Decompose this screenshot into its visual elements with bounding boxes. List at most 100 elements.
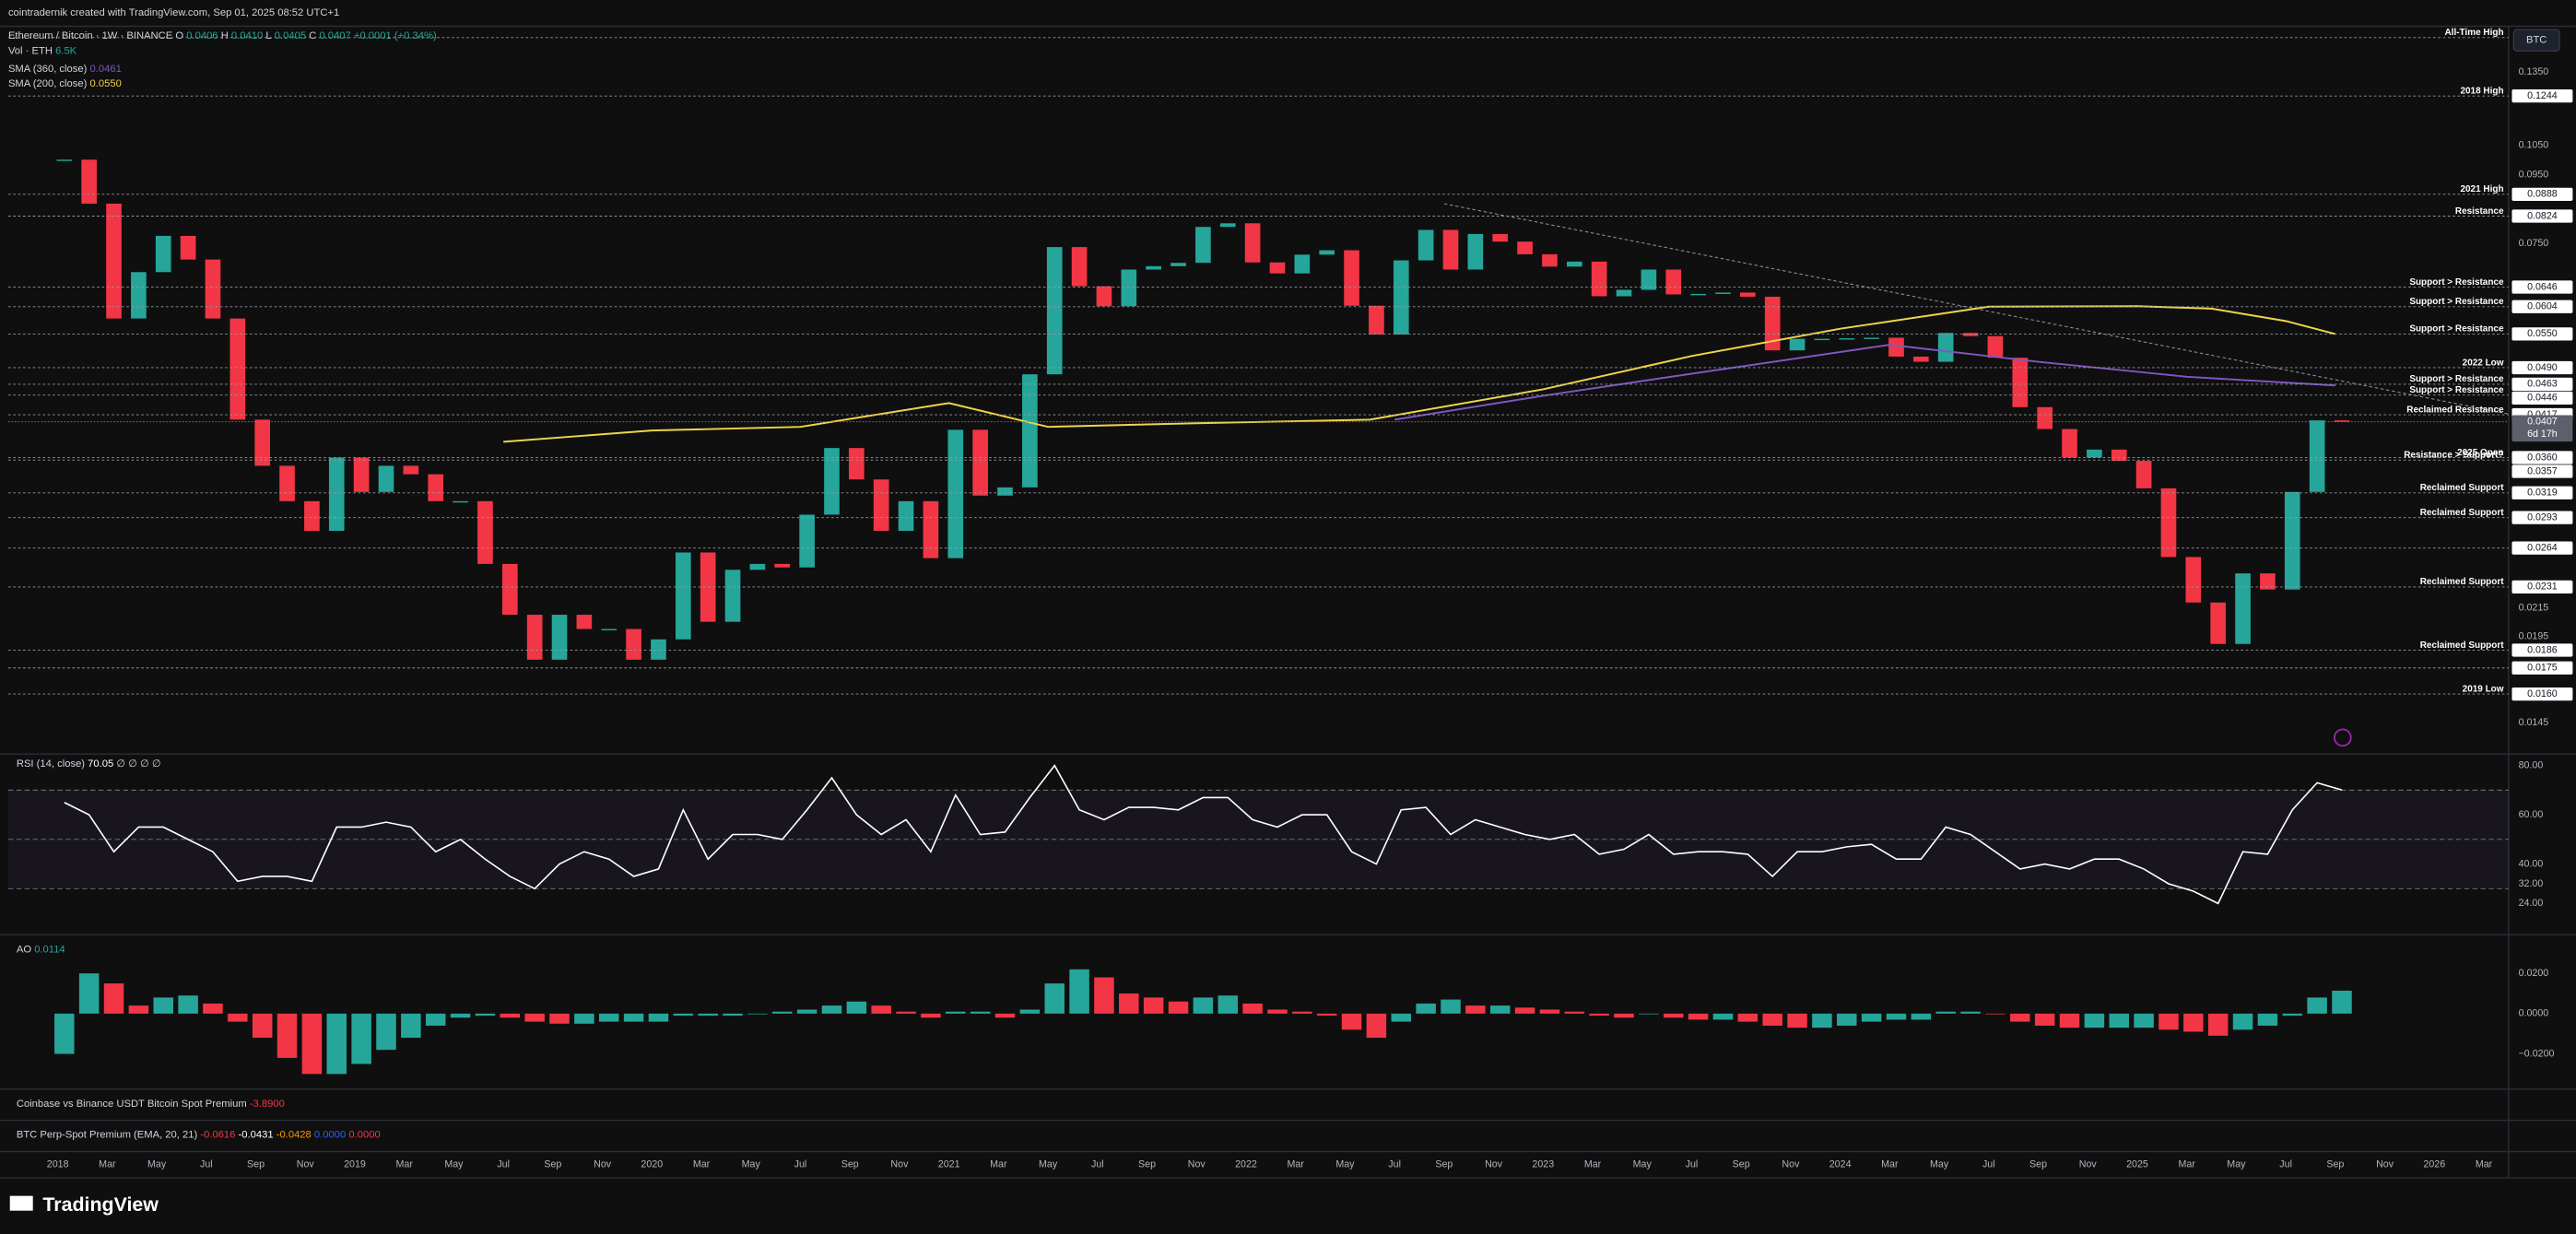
price-box-label: 0.0293: [2527, 512, 2558, 523]
ao-bar: [846, 1001, 867, 1014]
ao-bar: [1267, 1009, 1288, 1014]
level-name: Reclaimed Resistance: [2406, 405, 2504, 415]
candle: [1591, 261, 1607, 297]
ao-bar: [2034, 1013, 2055, 1026]
ao-bar: [228, 1013, 248, 1022]
alert-icon[interactable]: [2334, 728, 2352, 747]
currency-button[interactable]: [2512, 29, 2560, 52]
legend-row: RSI (14, close) 70.05 ∅ ∅ ∅ ∅: [17, 758, 161, 770]
ao-bar: [1787, 1013, 1807, 1028]
x-tick-label: 2020: [641, 1159, 663, 1170]
candle: [749, 563, 766, 570]
legend-row: Coinbase vs Binance USDT Bitcoin Spot Pr…: [17, 1099, 285, 1110]
ao-bar: [921, 1013, 941, 1018]
pane-title: Coinbase vs Binance USDT Bitcoin Spot Pr…: [17, 1099, 247, 1110]
ao-bar: [1539, 1009, 1560, 1014]
candle: [1962, 333, 1979, 336]
x-tick-label: May: [444, 1159, 464, 1170]
price-box: [2511, 300, 2573, 313]
x-tick-label: Nov: [1188, 1159, 1206, 1170]
last-price-label: 0.0407: [2527, 417, 2558, 428]
y-tick-label: 0.0215: [2519, 602, 2549, 613]
ao-bar: [772, 1011, 793, 1014]
candle: [1269, 262, 1286, 274]
x-tick-label: Jul: [2279, 1159, 2292, 1170]
level-name: Support > Resistance: [2409, 385, 2504, 395]
pane-value: 0.0000: [348, 1130, 380, 1141]
x-tick-label: 2023: [1532, 1159, 1554, 1170]
last-price-box: [2511, 415, 2573, 442]
candle: [2135, 461, 2152, 488]
x-tick-label: 2026: [2423, 1159, 2445, 1170]
y-tick-label: 0.0145: [2519, 717, 2549, 728]
price-box: [2511, 661, 2573, 675]
level-name: Reclaimed Support: [2420, 483, 2505, 493]
logo: TradingView: [9, 1193, 159, 1216]
candle: [923, 500, 939, 558]
ao-bar: [1688, 1013, 1709, 1020]
x-tick-label: 2019: [344, 1159, 366, 1170]
ao-bar: [425, 1013, 446, 1026]
candle: [526, 615, 543, 660]
ao-bar: [203, 1003, 223, 1014]
level-name: Resistance: [2455, 206, 2504, 217]
candle: [1417, 229, 1434, 261]
candle: [2210, 602, 2227, 644]
candle: [205, 259, 221, 319]
x-tick-label: Sep: [2326, 1159, 2344, 1170]
ao-bar: [178, 995, 198, 1014]
candle: [1467, 233, 1484, 270]
candle: [2062, 429, 2077, 458]
candle: [799, 514, 815, 568]
x-tick-label: Jul: [1982, 1159, 1995, 1170]
candle: [1195, 227, 1211, 264]
ao-bar: [1242, 1003, 1263, 1014]
x-tick-label: 2024: [1829, 1159, 1852, 1170]
sma-name: SMA (360, close): [8, 64, 88, 75]
y-tick-label: 0.0000: [2519, 1008, 2549, 1019]
candle: [2160, 488, 2177, 558]
x-tick-label: Sep: [1435, 1159, 1453, 1170]
ao-bar: [1564, 1011, 1585, 1014]
price-box-label: 0.0186: [2527, 644, 2558, 655]
x-tick-label: Sep: [1138, 1159, 1156, 1170]
ao-bar: [1861, 1013, 1882, 1022]
candle: [774, 563, 791, 568]
ao-bar: [2257, 1013, 2278, 1026]
x-tick-label: Sep: [544, 1159, 561, 1170]
y-tick-label: 0.0200: [2519, 968, 2549, 979]
ao-bar: [698, 1013, 718, 1017]
price-box: [2511, 643, 2573, 657]
candle: [155, 235, 171, 273]
level-name: Resistance > Support?: [2404, 450, 2503, 460]
ao-bar: [796, 1009, 817, 1014]
y-tick-label: 60.00: [2519, 809, 2544, 820]
candle: [824, 448, 840, 515]
x-tick-label: Mar: [1881, 1159, 1899, 1170]
y-tick-label: 0.1050: [2519, 140, 2549, 151]
ao-bar: [871, 1005, 891, 1014]
price-box-label: 0.0824: [2527, 210, 2558, 221]
ao-bar: [994, 1013, 1016, 1018]
candle: [1442, 229, 1459, 270]
x-tick-label: Jul: [1388, 1159, 1401, 1170]
ao-bar: [623, 1013, 644, 1022]
ohlc-value: 0.0406: [186, 30, 218, 41]
ohlc-key: H: [221, 30, 229, 41]
currency-button-label[interactable]: BTC: [2526, 35, 2547, 46]
price-box-label: 0.0604: [2527, 301, 2558, 312]
candle: [501, 563, 518, 616]
ao-bar: [1837, 1013, 1857, 1026]
candle: [1764, 296, 1781, 351]
sma-value: 0.0550: [90, 78, 122, 89]
candle: [626, 629, 641, 660]
candle: [1690, 293, 1706, 296]
candle: [279, 465, 295, 501]
x-tick-label: Sep: [2029, 1159, 2047, 1170]
ohlc-value: 0.0407: [319, 30, 350, 41]
ao-bar: [54, 1013, 75, 1054]
candle: [2111, 449, 2127, 462]
price-box-label: 0.0357: [2527, 465, 2558, 476]
candle: [898, 500, 914, 532]
